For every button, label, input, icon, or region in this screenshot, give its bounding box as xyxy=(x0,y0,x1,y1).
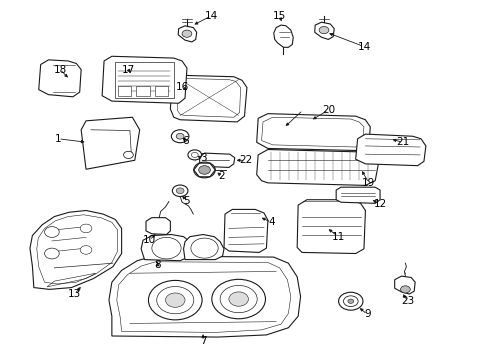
Text: 17: 17 xyxy=(122,64,135,75)
Bar xyxy=(155,86,168,96)
Text: 10: 10 xyxy=(142,235,156,245)
Text: 16: 16 xyxy=(175,82,188,93)
Circle shape xyxy=(44,226,59,237)
Text: 3: 3 xyxy=(199,153,206,163)
Text: 20: 20 xyxy=(321,105,334,115)
Text: 7: 7 xyxy=(199,336,206,346)
Polygon shape xyxy=(335,187,379,203)
Polygon shape xyxy=(224,210,267,252)
Polygon shape xyxy=(81,117,140,169)
Polygon shape xyxy=(256,149,378,185)
Text: 15: 15 xyxy=(272,11,285,21)
Circle shape xyxy=(193,162,215,178)
Circle shape xyxy=(211,279,265,319)
Bar xyxy=(136,86,150,96)
Polygon shape xyxy=(394,276,414,294)
Text: 9: 9 xyxy=(364,310,370,319)
Text: 11: 11 xyxy=(331,232,344,242)
Text: 2: 2 xyxy=(217,171,224,181)
Text: 1: 1 xyxy=(55,134,61,144)
Text: 8: 8 xyxy=(154,260,161,270)
Polygon shape xyxy=(109,256,300,337)
Circle shape xyxy=(165,293,184,307)
Polygon shape xyxy=(146,218,170,234)
Polygon shape xyxy=(355,134,425,166)
Text: 14: 14 xyxy=(204,11,218,21)
Polygon shape xyxy=(141,234,191,261)
Polygon shape xyxy=(30,211,122,289)
Polygon shape xyxy=(102,56,186,103)
Circle shape xyxy=(190,238,218,258)
Text: 21: 21 xyxy=(396,138,409,147)
Text: 23: 23 xyxy=(401,296,414,306)
Circle shape xyxy=(319,27,328,34)
Circle shape xyxy=(123,151,133,158)
Text: 12: 12 xyxy=(373,199,386,210)
Circle shape xyxy=(220,285,257,313)
Text: 4: 4 xyxy=(267,217,274,227)
Polygon shape xyxy=(297,200,365,253)
Bar xyxy=(115,62,173,98)
Polygon shape xyxy=(183,234,224,260)
Polygon shape xyxy=(39,60,81,97)
Polygon shape xyxy=(170,75,246,122)
Circle shape xyxy=(228,292,248,306)
Circle shape xyxy=(347,299,353,303)
Circle shape xyxy=(176,134,183,139)
Text: 19: 19 xyxy=(362,178,375,188)
Polygon shape xyxy=(199,153,234,167)
Circle shape xyxy=(80,224,92,233)
Polygon shape xyxy=(273,25,293,47)
Bar xyxy=(118,86,131,96)
Text: 5: 5 xyxy=(183,196,190,206)
Circle shape xyxy=(171,130,188,143)
Polygon shape xyxy=(178,26,196,42)
Text: 6: 6 xyxy=(183,136,189,145)
Circle shape xyxy=(338,292,362,310)
Polygon shape xyxy=(314,22,333,40)
Circle shape xyxy=(148,280,202,320)
Circle shape xyxy=(157,287,193,314)
Text: 18: 18 xyxy=(54,64,67,75)
Circle shape xyxy=(172,185,187,197)
Text: 13: 13 xyxy=(68,289,81,299)
Circle shape xyxy=(198,166,210,174)
Circle shape xyxy=(152,237,181,259)
Text: 22: 22 xyxy=(238,155,252,165)
Circle shape xyxy=(176,188,183,194)
Circle shape xyxy=(44,248,59,259)
Circle shape xyxy=(400,286,409,293)
Circle shape xyxy=(187,150,201,160)
Circle shape xyxy=(191,152,198,157)
Text: 14: 14 xyxy=(357,42,370,51)
Circle shape xyxy=(343,296,357,307)
Circle shape xyxy=(80,246,92,254)
Circle shape xyxy=(182,30,191,37)
Polygon shape xyxy=(256,114,369,150)
